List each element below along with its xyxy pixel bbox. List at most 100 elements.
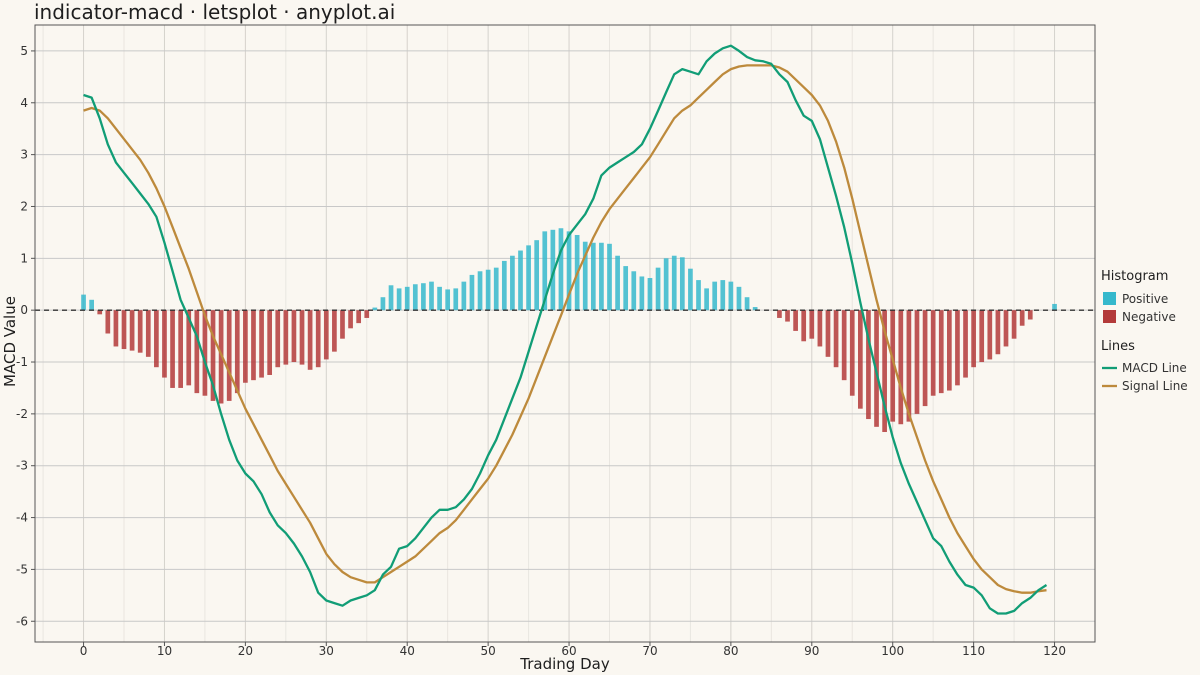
- histogram-bar-positive: [485, 269, 491, 311]
- x-tick-label: 50: [480, 644, 495, 658]
- histogram-bar-negative: [364, 310, 370, 318]
- histogram-bar-positive: [704, 288, 709, 311]
- histogram-bar-positive: [582, 241, 588, 311]
- legend-signal-label: Signal Line: [1122, 379, 1188, 393]
- histogram-bar-negative: [793, 310, 798, 331]
- legend-negative-label: Negative: [1122, 310, 1176, 324]
- histogram-bar-positive: [1052, 303, 1057, 311]
- histogram-bar-negative: [267, 310, 273, 375]
- histogram-bar-positive: [663, 258, 669, 311]
- histogram-bar-positive: [388, 285, 394, 311]
- x-tick-label: 70: [642, 644, 657, 658]
- histogram-bar-negative: [809, 310, 815, 339]
- histogram-bar-negative: [979, 310, 985, 363]
- x-tick-label: 120: [1043, 644, 1066, 658]
- y-tick-label: -1: [16, 355, 28, 369]
- histogram-bar-positive: [712, 281, 718, 311]
- histogram-bar-negative: [1019, 310, 1025, 326]
- histogram-bar-negative: [283, 310, 289, 365]
- histogram-bar-positive: [566, 231, 572, 311]
- y-tick-label: -3: [16, 459, 28, 473]
- histogram-bar-positive: [493, 267, 499, 311]
- y-tick-label: -2: [16, 407, 28, 421]
- histogram-bar-negative: [340, 310, 345, 339]
- macd-line: [83, 44, 1048, 615]
- histogram-bar-negative: [922, 310, 928, 407]
- x-tick-label: 90: [804, 644, 819, 658]
- histogram-bar-negative: [898, 310, 904, 425]
- x-tick-label: 110: [962, 644, 985, 658]
- histogram-bar-positive: [412, 284, 418, 311]
- histogram-bar-negative: [995, 310, 1001, 355]
- histogram-bar-negative: [890, 310, 896, 422]
- histogram-bar-positive: [445, 289, 451, 311]
- histogram-bar-negative: [307, 310, 313, 370]
- y-tick-label: 3: [20, 148, 28, 162]
- histogram-bar-negative: [777, 310, 782, 318]
- histogram-bar-positive: [380, 297, 386, 311]
- histogram-bar-negative: [97, 310, 103, 315]
- histogram-bar-negative: [785, 310, 790, 322]
- histogram-bar-negative: [882, 310, 887, 433]
- histogram-bar-positive: [534, 240, 540, 311]
- histogram-bar-positive: [752, 307, 758, 311]
- y-tick-label: 1: [20, 251, 28, 265]
- y-tick-label: 5: [20, 44, 28, 58]
- histogram-bar-positive: [542, 231, 548, 311]
- histogram-bar-negative: [348, 310, 353, 329]
- histogram-bar-negative: [259, 310, 264, 378]
- histogram-bar-positive: [437, 286, 442, 311]
- histogram-bar-negative: [833, 310, 839, 368]
- histogram-bar-negative: [162, 310, 167, 378]
- histogram-bar-negative: [849, 310, 855, 396]
- plot-panel: [35, 25, 1095, 642]
- histogram-bar-negative: [971, 310, 976, 368]
- histogram-bar-positive: [679, 257, 685, 311]
- legend-positive-swatch: [1103, 292, 1116, 305]
- histogram-bar-negative: [243, 310, 248, 383]
- histogram-bar-negative: [906, 310, 912, 422]
- y-tick-label: -4: [16, 511, 28, 525]
- histogram-bar-negative: [914, 310, 920, 414]
- histogram-bar-positive: [404, 286, 410, 311]
- histogram-bar-negative: [1003, 310, 1009, 347]
- histogram-bar-negative: [1027, 310, 1033, 320]
- x-tick-label: 0: [80, 644, 88, 658]
- histogram-bar-positive: [631, 271, 637, 311]
- histogram-bar-negative: [178, 310, 183, 388]
- histogram-bar-negative: [275, 310, 281, 368]
- y-tick-label: 4: [20, 96, 28, 110]
- histogram-bar-positive: [501, 260, 507, 311]
- histogram-bar-positive: [744, 297, 750, 311]
- histogram-bar-negative: [154, 310, 159, 368]
- histogram-bar-positive: [526, 245, 531, 311]
- histogram-bar-negative: [121, 310, 127, 350]
- histogram-bar-positive: [550, 229, 556, 311]
- histogram-bar-negative: [841, 310, 847, 381]
- legend-positive-label: Positive: [1122, 292, 1168, 306]
- x-tick-label: 80: [723, 644, 738, 658]
- histogram-bar-positive: [736, 286, 742, 311]
- histogram-bar-negative: [186, 310, 192, 386]
- x-tick-label: 100: [881, 644, 904, 658]
- histogram-bar-positive: [372, 307, 378, 311]
- histogram-bar-negative: [963, 310, 968, 378]
- histogram-bar-positive: [477, 271, 483, 311]
- histogram-bar-positive: [510, 255, 515, 311]
- y-tick-label: -6: [16, 614, 28, 628]
- y-tick-label: -5: [16, 562, 28, 576]
- histogram-bar-positive: [558, 228, 564, 311]
- histogram-bar-negative: [1011, 310, 1017, 339]
- histogram-bar-negative: [251, 310, 256, 381]
- histogram-bar-negative: [930, 310, 936, 396]
- histogram-bar-negative: [801, 310, 807, 342]
- x-tick-label: 30: [319, 644, 334, 658]
- histogram-bar-positive: [518, 250, 523, 311]
- histogram-bar-negative: [226, 310, 232, 401]
- histogram-bar-negative: [315, 310, 321, 368]
- legend-lines-title: Lines: [1101, 339, 1135, 354]
- y-tick-label: 2: [20, 199, 28, 213]
- histogram-bar-negative: [356, 310, 362, 324]
